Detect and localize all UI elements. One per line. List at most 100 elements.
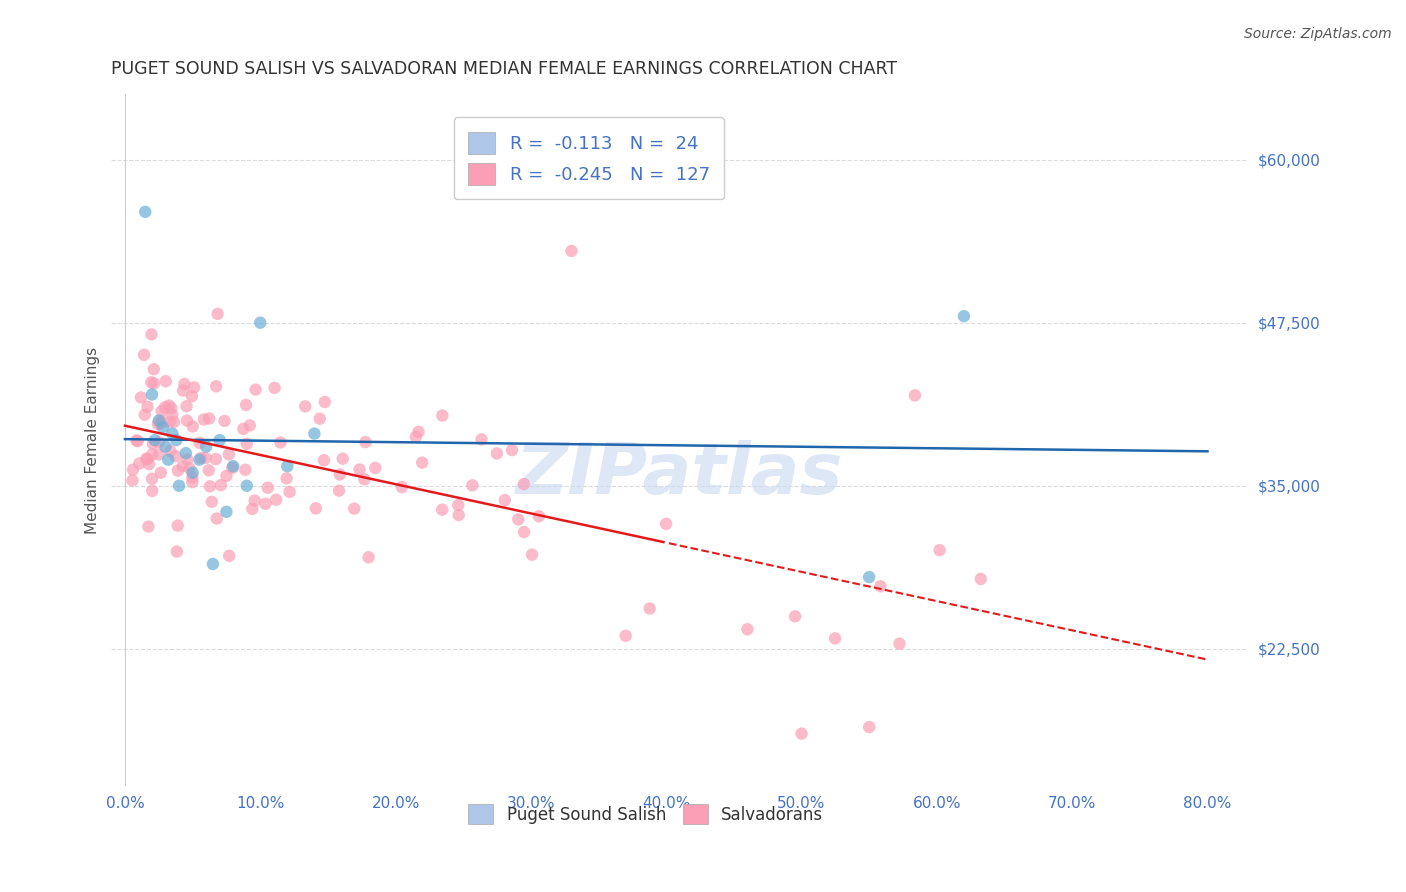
Salvadorans [163,415,186,429]
Salvadorans [155,374,177,388]
Salvadorans [928,543,950,558]
Salvadorans [218,447,240,461]
Puget Sound Salish [215,505,238,519]
Salvadorans [790,726,813,740]
Salvadorans [638,601,661,615]
Salvadorans [209,478,232,492]
Salvadorans [141,376,163,390]
Salvadorans [411,456,433,470]
Salvadorans [142,436,165,450]
Salvadorans [824,632,846,646]
Salvadorans [166,518,188,533]
Salvadorans [408,425,430,439]
Salvadorans [121,474,143,488]
Salvadorans [142,362,165,376]
Salvadorans [218,549,240,563]
Salvadorans [159,415,181,429]
Salvadorans [501,443,523,458]
Salvadorans [520,548,543,562]
Salvadorans [205,452,228,467]
Puget Sound Salish [155,440,177,454]
Puget Sound Salish [143,433,166,447]
Salvadorans [221,460,243,475]
Salvadorans [783,609,806,624]
Salvadorans [128,457,150,471]
Salvadorans [205,379,228,393]
Legend: Puget Sound Salish, Salvadorans: Puget Sound Salish, Salvadorans [460,796,831,833]
Salvadorans [141,483,163,498]
Salvadorans [349,462,371,476]
Puget Sound Salish [235,479,257,493]
Salvadorans [447,498,470,512]
Salvadorans [354,435,377,450]
Puget Sound Salish [195,440,218,454]
Salvadorans [176,399,198,413]
Puget Sound Salish [249,316,271,330]
Puget Sound Salish [148,413,170,427]
Salvadorans [179,461,201,475]
Salvadorans [160,408,183,422]
Salvadorans [264,492,287,507]
Salvadorans [353,472,375,486]
Salvadorans [235,437,257,451]
Salvadorans [263,381,285,395]
Salvadorans [190,451,212,466]
Salvadorans [357,550,380,565]
Salvadorans [461,478,484,492]
Salvadorans [312,453,335,467]
Salvadorans [560,244,582,258]
Puget Sound Salish [188,452,211,467]
Puget Sound Salish [276,459,298,474]
Salvadorans [205,511,228,525]
Salvadorans [278,484,301,499]
Salvadorans [614,629,637,643]
Salvadorans [513,524,536,539]
Salvadorans [172,459,194,474]
Salvadorans [150,414,173,428]
Salvadorans [172,384,194,398]
Salvadorans [157,399,180,413]
Salvadorans [138,457,160,471]
Salvadorans [235,463,257,477]
Salvadorans [143,376,166,391]
Salvadorans [149,416,172,430]
Salvadorans [245,383,267,397]
Salvadorans [159,444,181,458]
Salvadorans [153,401,176,415]
Salvadorans [181,470,204,484]
Salvadorans [215,469,238,483]
Salvadorans [432,409,454,423]
Salvadorans [135,451,157,466]
Salvadorans [494,493,516,508]
Salvadorans [176,452,198,467]
Puget Sound Salish [858,570,880,584]
Salvadorans [232,422,254,436]
Salvadorans [141,447,163,461]
Salvadorans [243,493,266,508]
Puget Sound Salish [953,309,976,323]
Salvadorans [194,450,217,465]
Salvadorans [134,408,156,422]
Salvadorans [343,501,366,516]
Puget Sound Salish [208,433,231,447]
Puget Sound Salish [162,426,184,441]
Salvadorans [141,472,163,486]
Salvadorans [146,417,169,431]
Text: ZIPatlas: ZIPatlas [516,440,844,509]
Salvadorans [314,395,336,409]
Salvadorans [125,434,148,448]
Puget Sound Salish [304,426,326,441]
Salvadorans [148,435,170,450]
Salvadorans [201,495,224,509]
Puget Sound Salish [181,466,204,480]
Salvadorans [148,448,170,462]
Salvadorans [889,637,911,651]
Puget Sound Salish [222,459,245,474]
Salvadorans [405,430,427,444]
Salvadorans [235,398,257,412]
Salvadorans [166,544,188,558]
Salvadorans [328,483,350,498]
Salvadorans [198,479,221,493]
Salvadorans [513,477,536,491]
Puget Sound Salish [157,452,180,467]
